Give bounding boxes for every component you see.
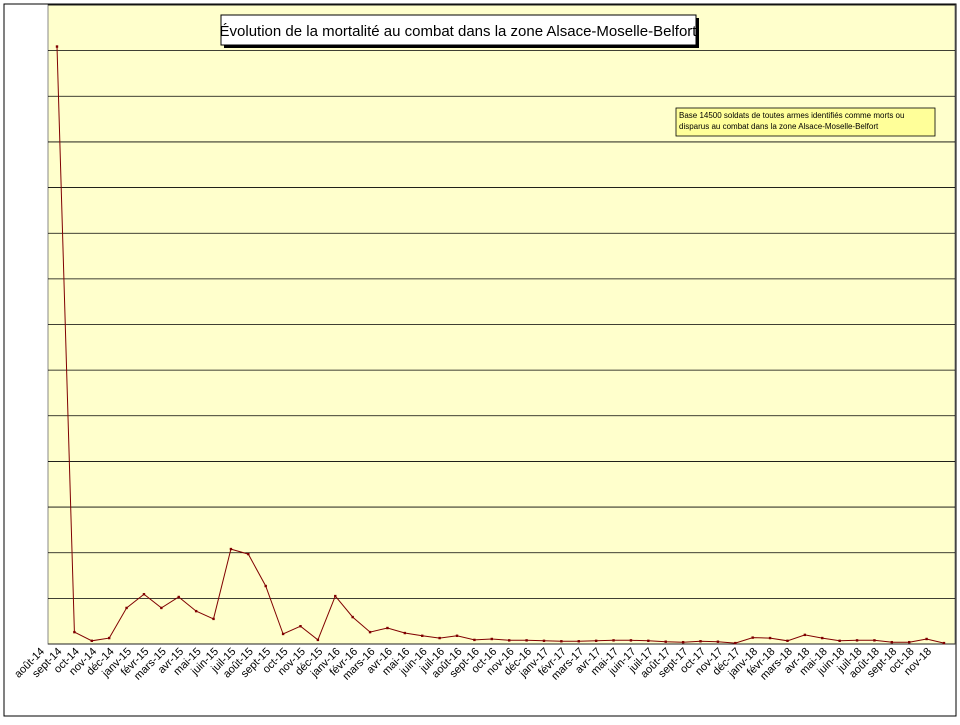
data-point — [177, 595, 180, 599]
data-point — [368, 630, 372, 634]
data-point — [612, 639, 615, 642]
data-point — [351, 615, 354, 619]
data-point — [316, 638, 320, 642]
data-point — [768, 636, 772, 640]
annotation: Base 14500 soldats de toutes armes ident… — [679, 111, 905, 131]
data-point — [542, 639, 546, 643]
data-point — [107, 636, 111, 640]
data-point — [90, 639, 93, 643]
data-point — [525, 639, 528, 642]
data-point — [751, 636, 754, 639]
data-point — [577, 640, 580, 643]
data-point — [229, 547, 233, 551]
chart-title: Évolution de la mortalité au combat dans… — [220, 23, 698, 40]
data-point — [647, 639, 650, 643]
data-point — [421, 634, 424, 637]
data-point — [160, 606, 163, 610]
data-point — [855, 639, 859, 642]
data-point — [247, 552, 250, 556]
data-point — [699, 640, 702, 643]
data-point — [125, 606, 128, 610]
data-point — [281, 632, 285, 636]
annotation-box — [675, 107, 936, 137]
data-point — [212, 617, 215, 621]
data-point — [334, 594, 337, 598]
data-point — [890, 640, 894, 644]
data-point — [821, 636, 824, 640]
data-point — [299, 624, 302, 628]
data-point — [942, 641, 946, 645]
data-point — [473, 638, 476, 642]
data-point — [594, 639, 598, 643]
data-point — [386, 626, 389, 630]
data-point — [55, 45, 59, 48]
data-point — [490, 637, 494, 641]
data-point — [403, 631, 407, 635]
data-point — [925, 637, 928, 641]
data-point — [664, 640, 667, 643]
data-point — [716, 640, 720, 643]
data-point — [838, 639, 841, 643]
data-point — [507, 639, 511, 642]
data-point — [908, 640, 911, 644]
data-point — [629, 639, 633, 642]
annotation-text: Base 14500 soldats de toutes armes ident… — [679, 111, 905, 131]
data-line — [56, 46, 945, 644]
title-box — [220, 14, 697, 46]
data-point — [803, 633, 807, 637]
data-point — [194, 609, 198, 613]
data-point — [786, 639, 789, 643]
data-point — [681, 640, 685, 644]
data-point — [873, 639, 876, 642]
data-point — [560, 640, 563, 643]
data-point — [438, 636, 441, 640]
data-point — [73, 630, 76, 634]
data-point — [455, 634, 459, 637]
data-point — [734, 641, 737, 645]
data-point — [264, 584, 267, 588]
data-point — [142, 593, 146, 596]
